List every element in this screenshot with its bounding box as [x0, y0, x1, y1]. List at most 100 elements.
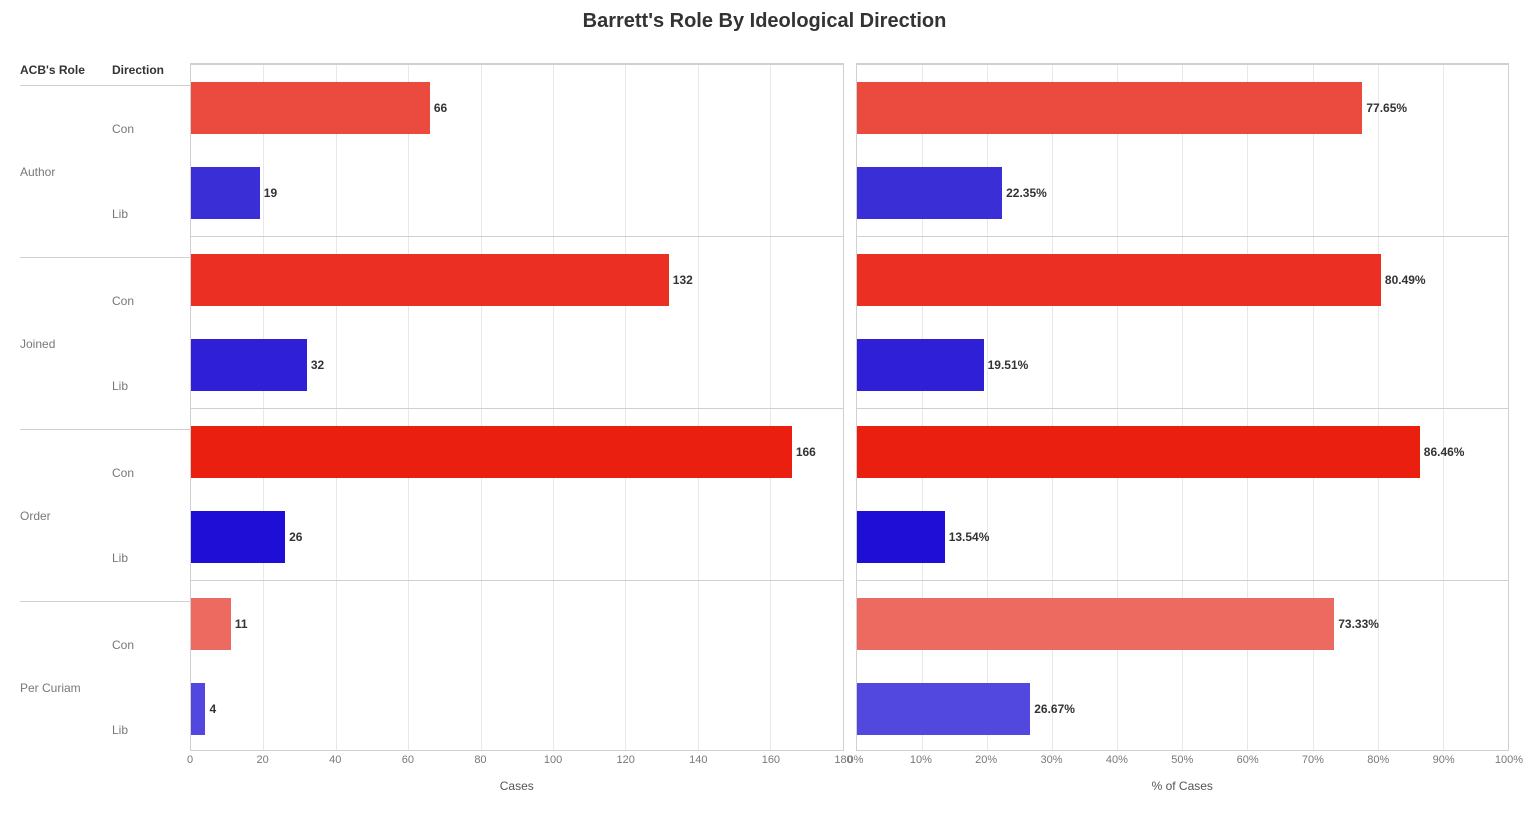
x-tick-label: 40 — [329, 754, 341, 766]
bar-slot: 26 — [191, 495, 843, 581]
x-axis-pct: % of Cases 0%10%20%30%40%50%60%70%80%90%… — [856, 751, 1510, 781]
bar-label: 32 — [311, 358, 324, 372]
header-direction: Direction — [112, 63, 182, 85]
plot-group: 166 26 — [191, 408, 843, 580]
header-role: ACB's Role — [20, 63, 112, 85]
bar: 13.54% — [857, 511, 945, 563]
bar-label: 132 — [673, 273, 693, 287]
plot-group: 11 4 — [191, 580, 843, 752]
panel-cases: 66191323216626114 Cases 0204060801001201… — [190, 41, 844, 801]
plot-group: 77.65% 22.35% — [857, 64, 1509, 236]
x-tick-label: 120 — [616, 754, 634, 766]
plot-group: 80.49% 19.51% — [857, 236, 1509, 408]
bar-label: 66 — [434, 101, 447, 115]
bar: 22.35% — [857, 167, 1003, 219]
bar: 11 — [191, 598, 231, 650]
bar: 86.46% — [857, 426, 1420, 478]
bar-label: 86.46% — [1424, 445, 1465, 459]
panels: 66191323216626114 Cases 0204060801001201… — [190, 41, 1509, 801]
bar-slot: 166 — [191, 409, 843, 495]
bar-slot: 22.35% — [857, 151, 1509, 237]
bar-label: 22.35% — [1006, 186, 1047, 200]
chart-container: ACB's Role Direction AuthorConLibJoinedC… — [0, 41, 1529, 801]
bar-slot: 19.51% — [857, 323, 1509, 409]
bar-slot: 80.49% — [857, 237, 1509, 323]
bar: 73.33% — [857, 598, 1335, 650]
bar: 26.67% — [857, 683, 1031, 735]
x-tick-label: 70% — [1302, 754, 1324, 766]
bar-slot: 4 — [191, 667, 843, 753]
role-label: Author — [20, 86, 112, 257]
x-tick-label: 30% — [1041, 754, 1063, 766]
plot-area-pct: 77.65% 22.35% 80.49% 19.51% 86.46% 13.54% 73.3… — [856, 63, 1510, 751]
direction-label: Lib — [112, 344, 182, 430]
bar: 80.49% — [857, 254, 1381, 306]
direction-label: Con — [112, 86, 182, 172]
x-tick-label: 0% — [848, 754, 864, 766]
x-tick-label: 60% — [1237, 754, 1259, 766]
plot-group: 73.33% 26.67% — [857, 580, 1509, 752]
bar: 4 — [191, 683, 205, 735]
x-tick-label: 20 — [256, 754, 268, 766]
x-tick-label: 100% — [1495, 754, 1523, 766]
x-axis-title-cases: Cases — [500, 779, 534, 793]
bar: 26 — [191, 511, 285, 563]
x-tick-label: 20% — [975, 754, 997, 766]
bar-label: 4 — [209, 702, 216, 716]
role-label: Per Curiam — [20, 602, 112, 773]
plot-group: 86.46% 13.54% — [857, 408, 1509, 580]
x-tick-label: 10% — [910, 754, 932, 766]
role-label: Order — [20, 430, 112, 601]
bar-slot: 11 — [191, 581, 843, 667]
bar-label: 26.67% — [1034, 702, 1075, 716]
direction-label: Con — [112, 258, 182, 344]
direction-label: Con — [112, 430, 182, 516]
chart-title: Barrett's Role By Ideological Direction — [0, 0, 1529, 41]
bar: 19 — [191, 167, 260, 219]
panel-pct: 77.65% 22.35% 80.49% 19.51% 86.46% 13.54% 73.3… — [856, 41, 1510, 801]
x-axis-cases: Cases 020406080100120140160180 — [190, 751, 844, 781]
bar-slot: 66 — [191, 65, 843, 151]
bar-label: 11 — [235, 617, 248, 631]
x-tick-label: 50% — [1171, 754, 1193, 766]
role-group: Per CuriamConLib — [20, 601, 190, 773]
plot-group: 66 19 — [191, 64, 843, 236]
direction-label: Lib — [112, 688, 182, 774]
x-tick-label: 90% — [1433, 754, 1455, 766]
bar-label: 26 — [289, 530, 302, 544]
bar: 66 — [191, 82, 430, 134]
role-group: AuthorConLib — [20, 85, 190, 257]
bar-slot: 26.67% — [857, 667, 1509, 753]
bar-label: 13.54% — [949, 530, 990, 544]
bar-label: 80.49% — [1385, 273, 1426, 287]
direction-label: Con — [112, 602, 182, 688]
bar-slot: 132 — [191, 237, 843, 323]
bar: 19.51% — [857, 339, 984, 391]
row-labels-column: ACB's Role Direction AuthorConLibJoinedC… — [20, 41, 190, 801]
x-tick-label: 160 — [762, 754, 780, 766]
bar-label: 19.51% — [988, 358, 1029, 372]
plot-area-cases: 66 19 132 32 166 26 11 4 — [190, 63, 844, 751]
role-group: JoinedConLib — [20, 257, 190, 429]
bar-label: 19 — [264, 186, 277, 200]
bar-label: 77.65% — [1366, 101, 1407, 115]
x-tick-label: 100 — [544, 754, 562, 766]
bar: 166 — [191, 426, 792, 478]
x-tick-label: 40% — [1106, 754, 1128, 766]
role-label: Joined — [20, 258, 112, 429]
column-headers: ACB's Role Direction — [20, 63, 190, 85]
x-tick-label: 60 — [402, 754, 414, 766]
bar-slot: 73.33% — [857, 581, 1509, 667]
x-tick-label: 80 — [474, 754, 486, 766]
bar-label: 73.33% — [1338, 617, 1379, 631]
bar: 32 — [191, 339, 307, 391]
direction-label: Lib — [112, 172, 182, 258]
x-tick-label: 140 — [689, 754, 707, 766]
bar-label: 166 — [796, 445, 816, 459]
bar-slot: 86.46% — [857, 409, 1509, 495]
bar-slot: 77.65% — [857, 65, 1509, 151]
x-axis-title-pct: % of Cases — [1152, 779, 1213, 793]
direction-label: Lib — [112, 516, 182, 602]
x-tick-label: 80% — [1367, 754, 1389, 766]
bar: 132 — [191, 254, 669, 306]
